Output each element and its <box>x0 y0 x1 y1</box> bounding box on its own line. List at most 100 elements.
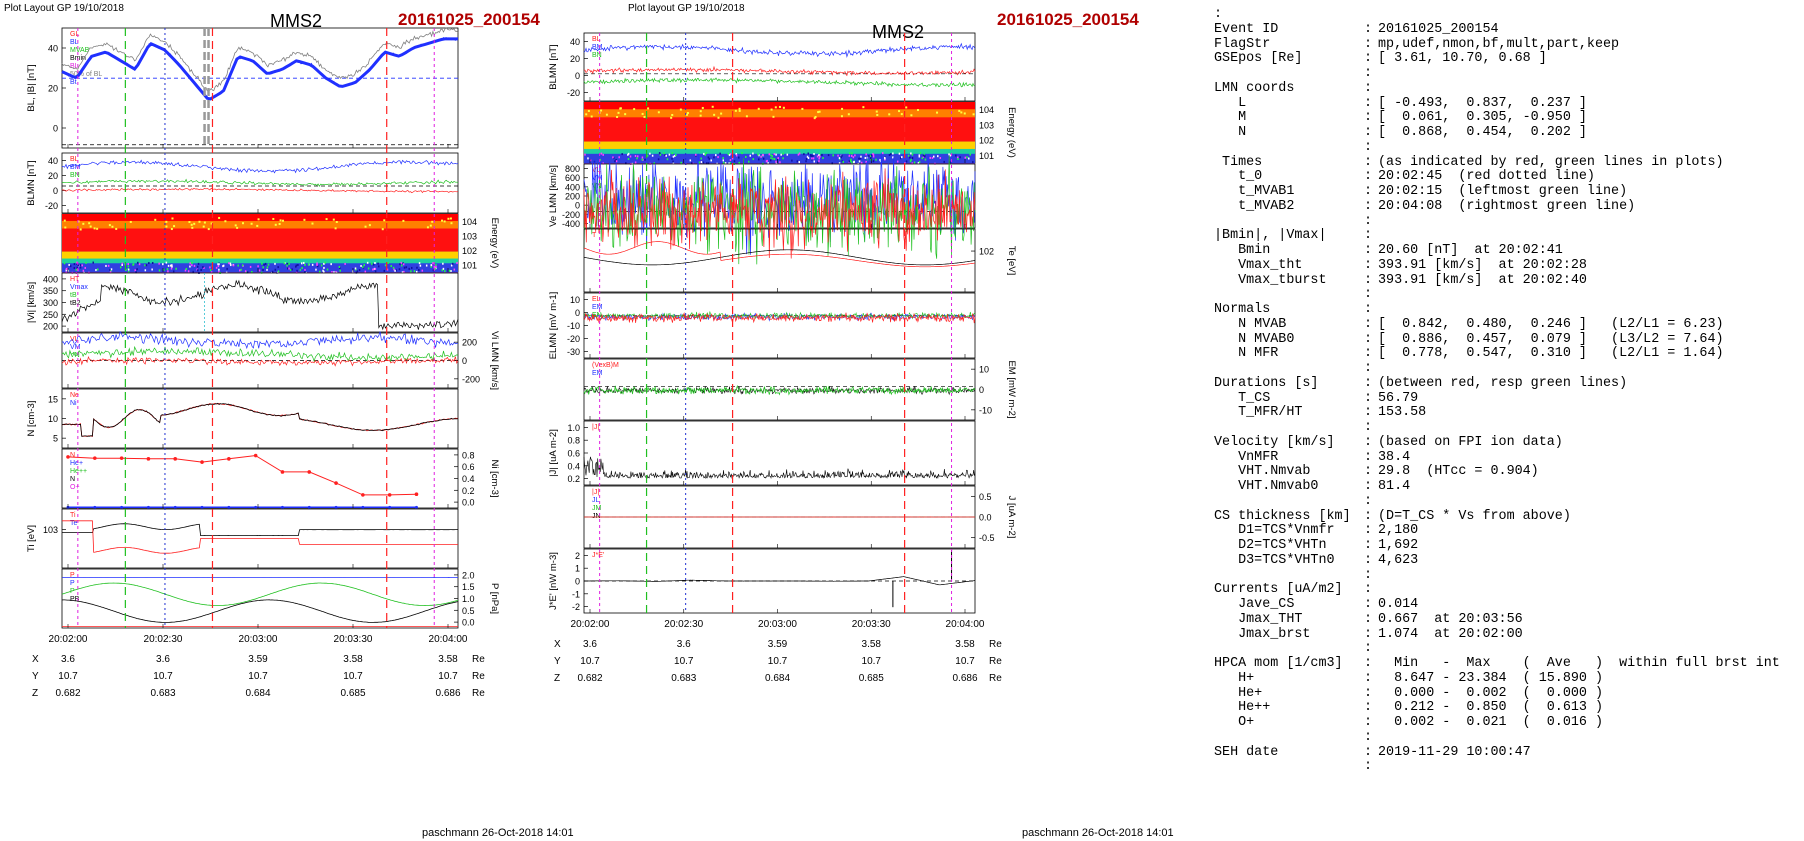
spectrogram-speckle <box>127 268 130 271</box>
spectrogram-speckle <box>909 160 912 163</box>
spectrogram-speckle <box>403 270 405 273</box>
spectrogram-band <box>62 258 458 264</box>
y-tick-label: 0 <box>575 71 580 81</box>
spectrogram-speckle <box>386 268 389 271</box>
info-value: 20:04:08 (rightmost green line) <box>1378 198 1636 214</box>
info-separator: : <box>1364 464 1373 480</box>
y-tick-label: 200 <box>43 322 58 332</box>
spacecraft-title: MMS2 <box>872 22 924 42</box>
spectrogram-speckle <box>956 156 959 159</box>
info-label: T_CS <box>1214 390 1271 406</box>
spectrogram-speckle <box>858 160 861 163</box>
spectrogram-speckle <box>73 266 76 269</box>
spectrogram-speckle <box>890 153 892 156</box>
spectrogram-speckle <box>722 157 724 160</box>
info-value: (as indicated by red, green lines in plo… <box>1378 154 1724 170</box>
spectrogram-speckle <box>722 159 725 162</box>
info-label: Jave_CS <box>1214 597 1295 612</box>
series-bn <box>61 187 459 194</box>
info-separator: : <box>1364 759 1373 775</box>
spectrogram-speckle <box>291 268 293 271</box>
info-separator: : <box>1364 154 1373 170</box>
info-row: : <box>1214 420 1780 436</box>
y-axis-label: |J| [uA m-2] <box>548 429 559 477</box>
spectrogram-speckle <box>837 154 839 157</box>
legend-entry: He++ <box>70 468 87 475</box>
info-label: O+ <box>1214 715 1255 730</box>
info-separator: : <box>1364 125 1373 140</box>
y-tick-label: 1.0 <box>462 594 475 604</box>
spectrogram-speckle <box>634 155 637 158</box>
info-separator: : <box>1364 611 1373 627</box>
spectrogram-speckle <box>362 266 364 269</box>
y-tick-label: -1 <box>572 589 580 599</box>
spectrogram-speckle <box>585 113 588 116</box>
spectrogram-speckle <box>224 220 227 223</box>
info-row: : <box>1214 287 1780 303</box>
spectrogram-band <box>584 109 975 118</box>
spectrogram-speckle <box>429 224 432 227</box>
spectrogram-speckle <box>872 155 875 158</box>
spectrogram-speckle <box>218 268 220 271</box>
orbit-value: 0.684 <box>765 673 790 684</box>
orbit-unit: Re <box>472 688 485 699</box>
info-value: (based on FPI ion data) <box>1378 434 1563 450</box>
orbit-label: Y <box>32 671 39 682</box>
series-bn <box>583 65 976 77</box>
spectrogram-speckle <box>356 270 359 273</box>
info-label: t_MVAB1 <box>1214 184 1295 199</box>
info-label: N MVAB <box>1214 316 1287 332</box>
legend-entry: EL <box>592 296 601 303</box>
spectrogram-speckle <box>672 155 675 158</box>
spectrogram-speckle <box>831 162 834 165</box>
info-label: HPCA mom [1/cm3] <box>1214 656 1343 671</box>
y-tick-label: 200 <box>565 192 580 202</box>
data-point <box>414 492 419 497</box>
spectrogram-speckle <box>922 154 925 157</box>
spectrogram-speckle <box>711 105 714 108</box>
spectrogram-speckle <box>720 112 723 115</box>
y-tick-label: 0.8 <box>462 450 475 460</box>
x-tick-label: 20:03:00 <box>758 619 797 630</box>
spectrogram-speckle <box>115 227 118 230</box>
spectrogram-speckle <box>896 160 899 163</box>
spectrogram-speckle <box>171 217 174 220</box>
spectrogram-speckle <box>416 266 418 269</box>
spectrogram-speckle <box>344 262 346 265</box>
series-j-abs <box>583 456 976 480</box>
spectrogram-speckle <box>148 262 150 265</box>
orbit-unit: Re <box>472 671 485 682</box>
spectrogram-speckle <box>816 155 819 158</box>
info-label: N MFR <box>1214 346 1279 362</box>
spectrogram-speckle <box>197 269 199 272</box>
spectrogram-speckle <box>171 265 173 268</box>
layout-label: Plot Layout GP 19/10/2018 <box>4 3 124 14</box>
spectrogram-speckle <box>813 117 816 120</box>
info-separator: : <box>1364 685 1373 701</box>
y-tick-label: 350 <box>43 286 58 296</box>
y-axis-label: Ti [eV] <box>26 525 37 552</box>
info-value: 8.647 - 23.384 ( 15.890 ) <box>1378 670 1603 686</box>
spectrogram-speckle <box>366 261 369 264</box>
spectrogram-speckle <box>77 220 80 223</box>
info-separator: : <box>1364 198 1373 214</box>
spectrogram-speckle <box>605 113 608 116</box>
spectrogram-speckle <box>89 225 92 228</box>
spectrogram-speckle <box>274 268 277 271</box>
info-separator: : <box>1364 434 1373 450</box>
x-tick-label: 20:02:30 <box>144 634 183 645</box>
spectrogram-speckle <box>841 160 844 163</box>
spectrogram-speckle <box>728 154 731 157</box>
spectrogram-speckle <box>918 155 921 158</box>
spectrogram-speckle <box>602 153 604 156</box>
spectrogram-speckle <box>869 155 872 158</box>
spectrogram-speckle <box>73 263 76 266</box>
spectrogram-speckle <box>170 267 173 270</box>
spectrogram-speckle <box>215 266 218 269</box>
spectrogram-speckle <box>899 157 902 160</box>
spectrogram-speckle <box>671 152 674 155</box>
legend-entry: P <box>70 580 75 587</box>
